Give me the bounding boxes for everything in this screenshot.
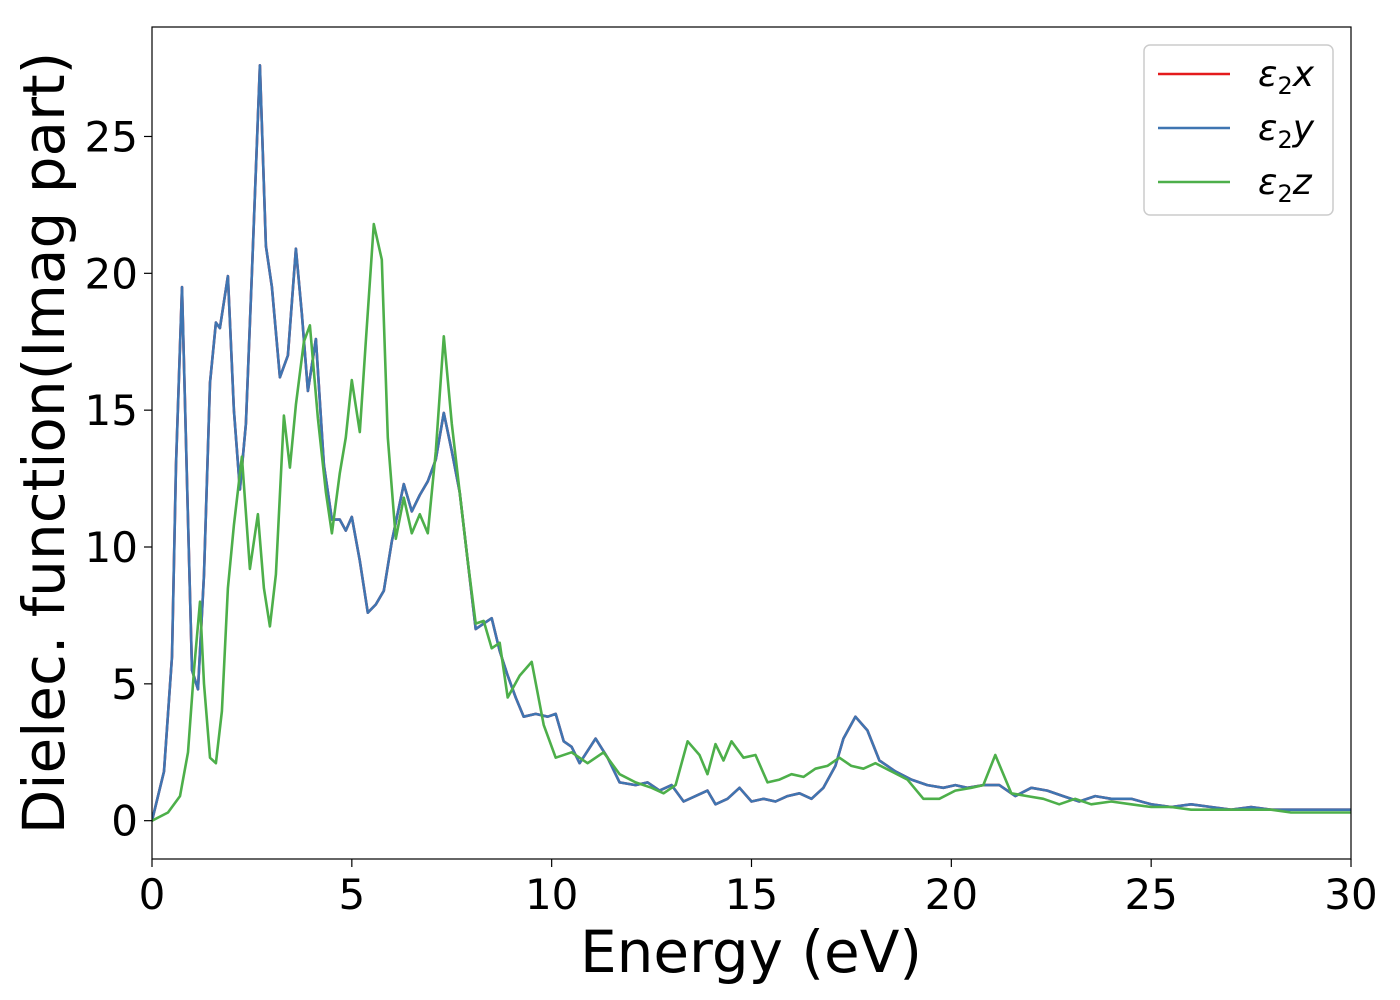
legend-box: [1143, 44, 1334, 216]
y-axis-label: Dielec. function(Imag part): [10, 52, 78, 835]
y-tick-label: 10: [85, 523, 138, 572]
x-tick-label: 20: [925, 870, 978, 919]
x-axis-ticks: 0 5 10 15 20 25 30: [139, 859, 1378, 919]
x-axis-label: Energy (eV): [580, 918, 922, 986]
legend-label-x: ε2x: [1258, 54, 1315, 100]
y-tick-label: 15: [85, 386, 138, 435]
series-layer: [152, 64, 1351, 823]
series-line-z: [152, 222, 1351, 823]
x-tick-label: 5: [338, 870, 365, 919]
legend-entries: ε2x ε2y ε2z: [1158, 54, 1315, 208]
x-tick-label: 0: [139, 870, 166, 919]
legend-label-z: ε2z: [1258, 162, 1313, 208]
legend: ε2x ε2y ε2z: [1143, 44, 1334, 216]
y-tick-label: 5: [111, 660, 138, 709]
x-tick-label: 10: [525, 870, 578, 919]
y-tick-label: 0: [111, 797, 138, 846]
x-tick-label: 25: [1124, 870, 1177, 919]
y-tick-label: 25: [85, 112, 138, 161]
y-axis-ticks: 0 5 10 15 20 25: [85, 112, 152, 846]
x-tick-label: 15: [725, 870, 778, 919]
y-tick-label: 20: [85, 249, 138, 298]
legend-label-y: ε2y: [1258, 108, 1315, 154]
x-tick-label: 30: [1324, 870, 1377, 919]
